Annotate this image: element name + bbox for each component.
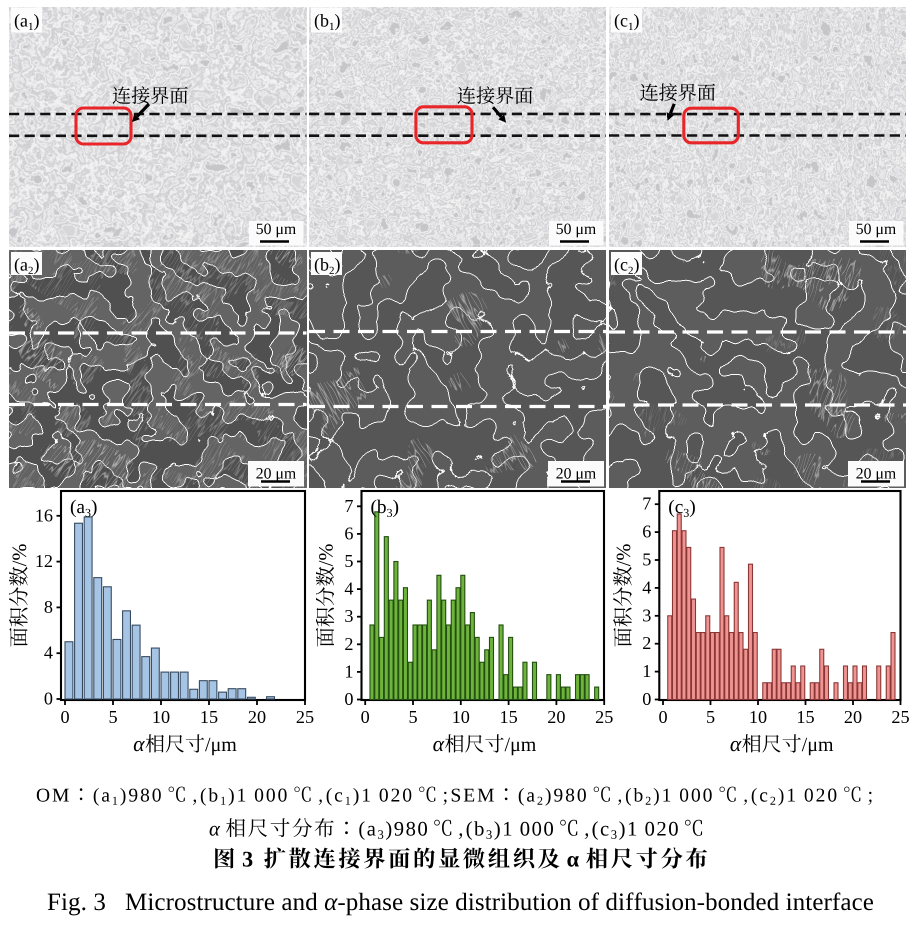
svg-text:2: 2: [642, 633, 651, 653]
svg-text:10: 10: [749, 707, 767, 727]
svg-text:5: 5: [108, 707, 117, 727]
svg-text:4: 4: [44, 643, 53, 663]
svg-text:25: 25: [595, 707, 613, 727]
svg-text:1: 1: [642, 661, 651, 681]
svg-text:0: 0: [658, 707, 667, 727]
svg-text:5: 5: [706, 707, 715, 727]
svg-text:5: 5: [642, 550, 651, 570]
svg-text:15: 15: [200, 707, 218, 727]
svg-text:15: 15: [796, 707, 814, 727]
svg-text:10: 10: [152, 707, 170, 727]
svg-text:20: 20: [844, 707, 862, 727]
svg-text:6: 6: [344, 523, 353, 543]
svg-text:12: 12: [35, 551, 53, 571]
svg-text:4: 4: [344, 579, 353, 599]
svg-text:7: 7: [642, 494, 651, 514]
svg-text:7: 7: [344, 496, 353, 516]
svg-text:3: 3: [642, 605, 651, 625]
svg-text:0: 0: [344, 689, 353, 709]
svg-text:5: 5: [344, 551, 353, 571]
svg-text:6: 6: [642, 522, 651, 542]
svg-text:1: 1: [344, 661, 353, 681]
svg-text:2: 2: [344, 634, 353, 654]
svg-text:0: 0: [60, 707, 69, 727]
svg-text:20: 20: [248, 707, 266, 727]
svg-text:10: 10: [452, 707, 470, 727]
svg-text:5: 5: [408, 707, 417, 727]
svg-text:15: 15: [500, 707, 518, 727]
svg-text:0: 0: [642, 689, 651, 709]
svg-text:4: 4: [642, 577, 651, 597]
svg-text:25: 25: [296, 707, 314, 727]
svg-text:16: 16: [35, 505, 53, 525]
svg-text:0: 0: [44, 689, 53, 709]
svg-text:20: 20: [547, 707, 565, 727]
svg-text:8: 8: [44, 597, 53, 617]
svg-text:0: 0: [361, 707, 370, 727]
svg-text:3: 3: [344, 606, 353, 626]
svg-text:25: 25: [891, 707, 909, 727]
